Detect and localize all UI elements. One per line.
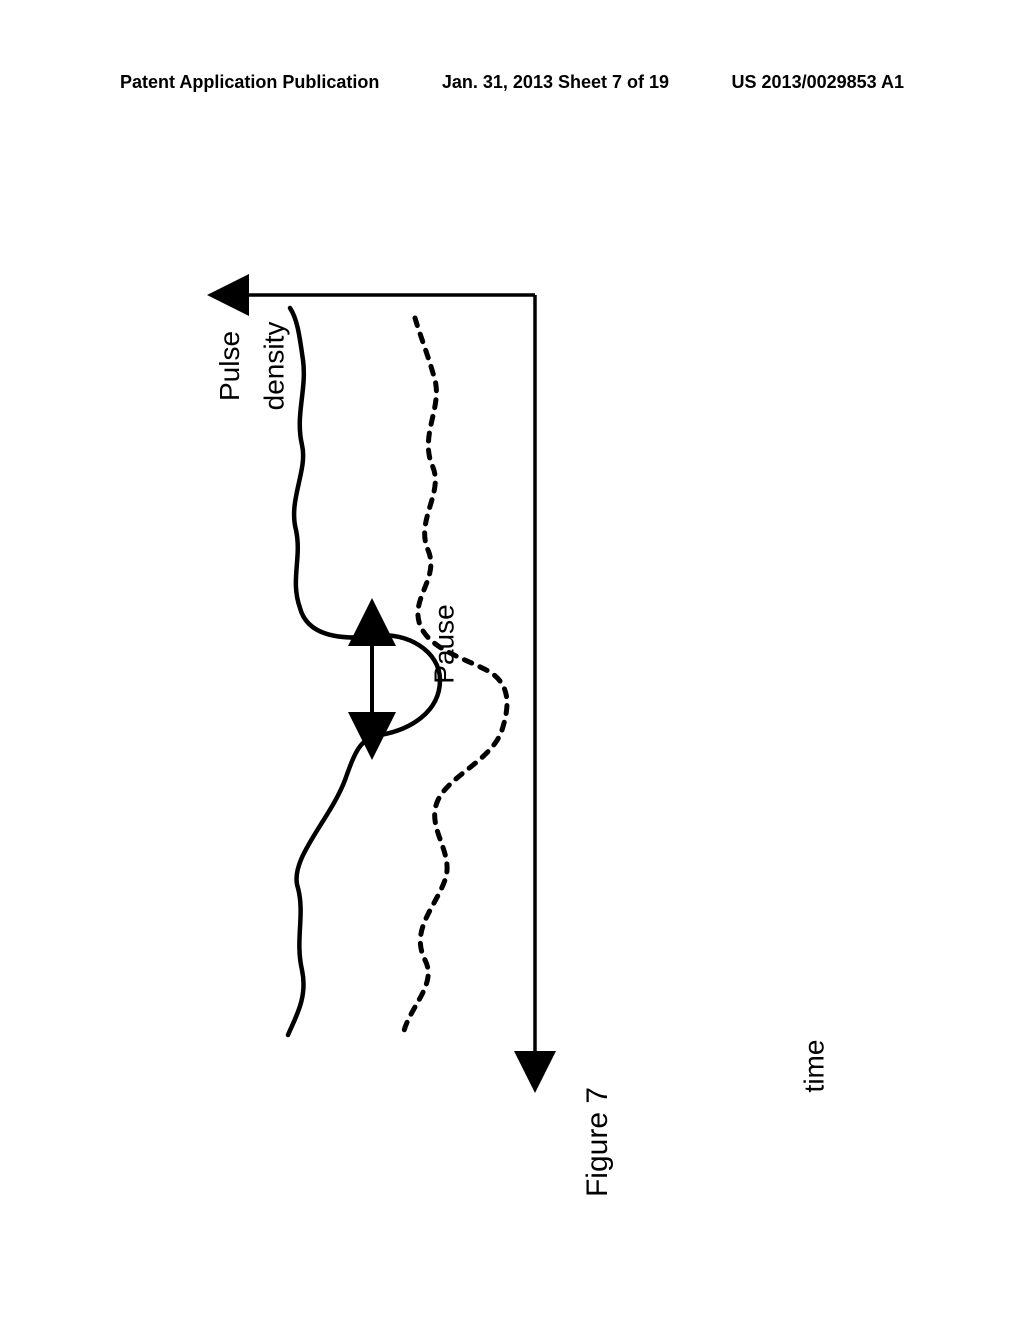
figure-caption: Figure 7 <box>581 1087 615 1197</box>
pause-arrow <box>355 636 389 722</box>
header-center: Jan. 31, 2013 Sheet 7 of 19 <box>442 72 669 93</box>
pause-label: Pause <box>429 604 461 683</box>
page-header: Patent Application Publication Jan. 31, … <box>0 72 1024 93</box>
y-axis-label-line2: density <box>258 322 290 411</box>
x-axis-label: time <box>798 1040 830 1093</box>
figure-container: Pulse density time Pause Figure 7 <box>140 160 860 1170</box>
y-axis-label-line1: Pulse <box>214 331 246 401</box>
header-left: Patent Application Publication <box>120 72 379 93</box>
header-right: US 2013/0029853 A1 <box>732 72 904 93</box>
solid-curve <box>288 308 440 1035</box>
chart-svg <box>140 160 860 1170</box>
